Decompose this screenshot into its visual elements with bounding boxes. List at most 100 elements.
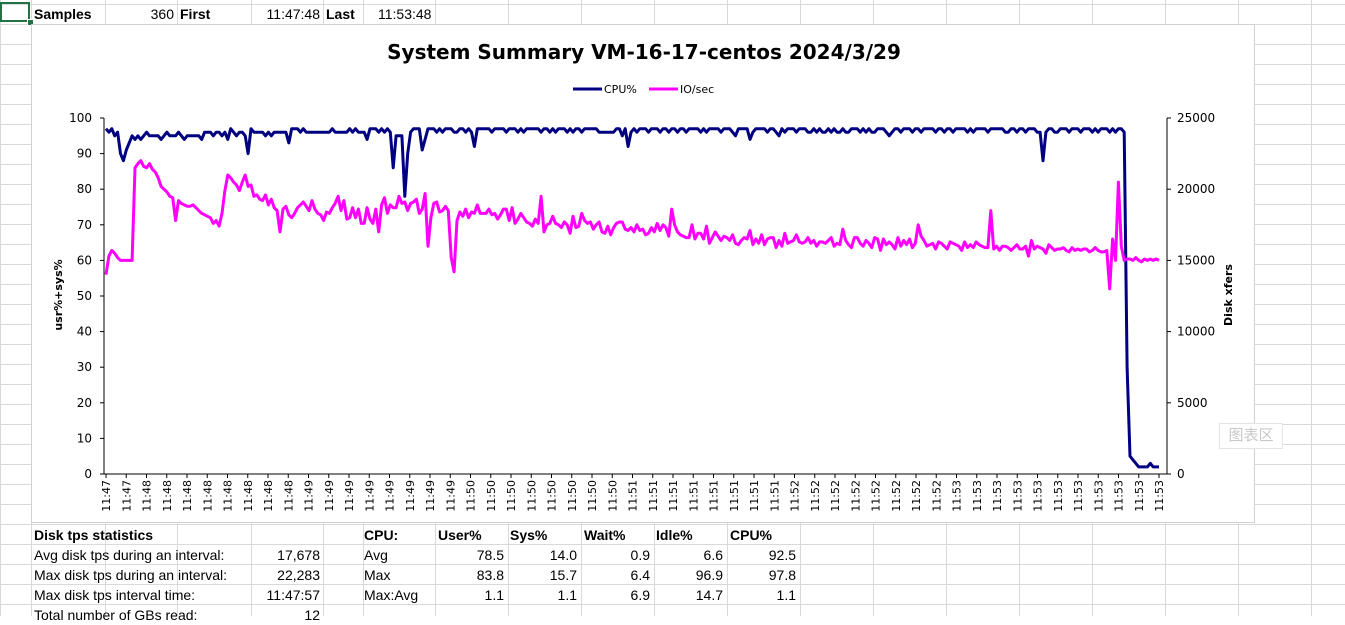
x-tick-label: 11:48 [262,480,275,512]
cpu-header[interactable]: Idle% [656,527,693,543]
y-axis-right-label: Disk xfers [1222,264,1235,326]
cpu-value[interactable]: 1.1 [776,587,796,603]
cpu-value[interactable]: 6.9 [630,587,650,603]
cpu-value[interactable]: 15.7 [549,567,577,583]
disk-stat-label[interactable]: Max disk tps during an interval: [34,567,227,583]
x-tick-label: 11:50 [546,480,559,512]
fill-handle[interactable] [27,19,34,26]
y-right-tick-label: 15000 [1177,253,1215,267]
disk-stat-value[interactable]: 22,283 [277,567,320,583]
cpu-row-label[interactable]: Max [364,567,391,583]
cpu-header[interactable]: Sys% [510,527,548,543]
x-tick-label: 11:51 [627,480,640,512]
x-tick-label: 11:48 [161,480,174,512]
x-tick-label: 11:50 [465,480,478,512]
y-left-tick-label: 90 [77,147,92,161]
y-right-tick-label: 5000 [1177,396,1208,410]
x-tick-label: 11:53 [1052,480,1065,512]
cpu-header[interactable]: Wait% [584,527,626,543]
y-right-tick-label: 20000 [1177,182,1215,196]
y-left-tick-label: 20 [77,396,92,410]
samples-value[interactable]: 360 [150,6,174,22]
y-left-tick-label: 60 [77,253,92,267]
cpu-value[interactable]: 14.0 [549,547,577,563]
selected-cell[interactable] [0,2,30,22]
x-tick-label: 11:48 [141,480,154,512]
chart-title: System Summary VM-16-17-centos 2024/3/29 [387,40,901,64]
x-tick-label: 11:51 [687,480,700,512]
chart-area[interactable]: System Summary VM-16-17-centos 2024/3/29… [31,24,1255,523]
y-left-tick-label: 10 [77,431,92,445]
disk-stat-label[interactable]: Total number of GBs read: [34,607,198,623]
first-value[interactable]: 11:47:48 [266,6,320,22]
x-tick-label: 11:51 [708,480,721,512]
cpu-row-label[interactable]: Avg [364,547,388,563]
series-cpu-line [104,127,1159,469]
x-tick-label: 11:52 [930,480,943,512]
disk-stat-value[interactable]: 11:47:57 [266,587,320,603]
cpu-header[interactable]: User% [438,527,482,543]
y-left-tick-label: 70 [77,218,92,232]
cpu-row-label[interactable]: Max:Avg [364,587,419,603]
x-tick-label: 11:48 [282,480,295,512]
y-left-tick-label: 0 [84,467,92,481]
cpu-value[interactable]: 14.7 [695,587,723,603]
y-left-tick-label: 100 [69,111,92,125]
y-left-tick-label: 50 [77,289,92,303]
cpu-value[interactable]: 1.1 [557,587,577,603]
x-tick-label: 11:50 [566,480,579,512]
chart-axes: 0 10 20 30 40 50 60 70 80 90 100 0 5000 10000 15000 200… [69,111,1215,512]
last-label[interactable]: Last [326,6,355,22]
x-tick-label: 11:53 [1032,480,1045,512]
x-tick-label: 11:50 [525,480,538,512]
x-tick-label: 11:48 [222,480,235,512]
x-tick-label: 11:50 [485,480,498,512]
x-tick-label: 11:52 [829,480,842,512]
cpu-value[interactable]: 0.9 [630,547,650,563]
disk-stat-label[interactable]: Max disk tps interval time: [34,587,196,603]
x-tick-label: 11:49 [424,480,437,512]
cpu-value[interactable]: 78.5 [476,547,504,563]
x-tick-label: 11:53 [951,480,964,512]
y-right-tick-label: 25000 [1177,111,1215,125]
disk-stat-value[interactable]: 12 [304,607,320,623]
x-tick-label: 11:49 [343,480,356,512]
x-tick-label: 11:52 [849,480,862,512]
x-tick-label: 11:48 [201,480,214,512]
disk-stat-label[interactable]: Avg disk tps during an interval: [34,547,225,563]
x-tick-label: 11:50 [505,480,518,512]
cpu-value[interactable]: 1.1 [484,587,504,603]
y-left-tick-label: 30 [77,360,92,374]
x-tick-label: 11:53 [991,480,1004,512]
x-tick-label: 11:50 [586,480,599,512]
x-tick-label: 11:51 [768,480,781,512]
cpu-value[interactable]: 83.8 [476,567,504,583]
disk-stats-title[interactable]: Disk tps statistics [34,527,154,543]
first-label[interactable]: First [180,6,211,22]
x-tick-label: 11:53 [1011,480,1024,512]
samples-label[interactable]: Samples [34,6,92,22]
x-tick-label: 11:48 [181,480,194,512]
cpu-value[interactable]: 6.6 [703,547,723,563]
last-value[interactable]: 11:53:48 [378,6,432,22]
x-tick-label: 11:49 [323,480,336,512]
disk-stat-value[interactable]: 17,678 [277,547,320,563]
x-tick-label: 11:52 [910,480,923,512]
x-tick-label: 11:49 [444,480,457,512]
cpu-value[interactable]: 92.5 [768,547,796,563]
chart-legend: CPU% IO/sec [573,83,714,96]
system-summary-chart: System Summary VM-16-17-centos 2024/3/29… [52,40,1235,512]
x-tick-label: 11:47 [100,480,113,512]
x-tick-label: 11:51 [728,480,741,512]
y-left-tick-label: 80 [77,182,92,196]
cpu-value[interactable]: 97.8 [768,567,796,583]
x-tick-label: 11:51 [647,480,660,512]
cpu-value[interactable]: 96.9 [695,567,723,583]
x-tick-label: 11:49 [404,480,417,512]
cpu-value[interactable]: 6.4 [630,567,650,583]
x-tick-label: 11:53 [1133,480,1146,512]
y-right-tick-label: 10000 [1177,325,1215,339]
x-tick-label: 11:52 [890,480,903,512]
cpu-header[interactable]: CPU% [730,527,773,543]
cpu-header[interactable]: CPU: [364,527,399,543]
